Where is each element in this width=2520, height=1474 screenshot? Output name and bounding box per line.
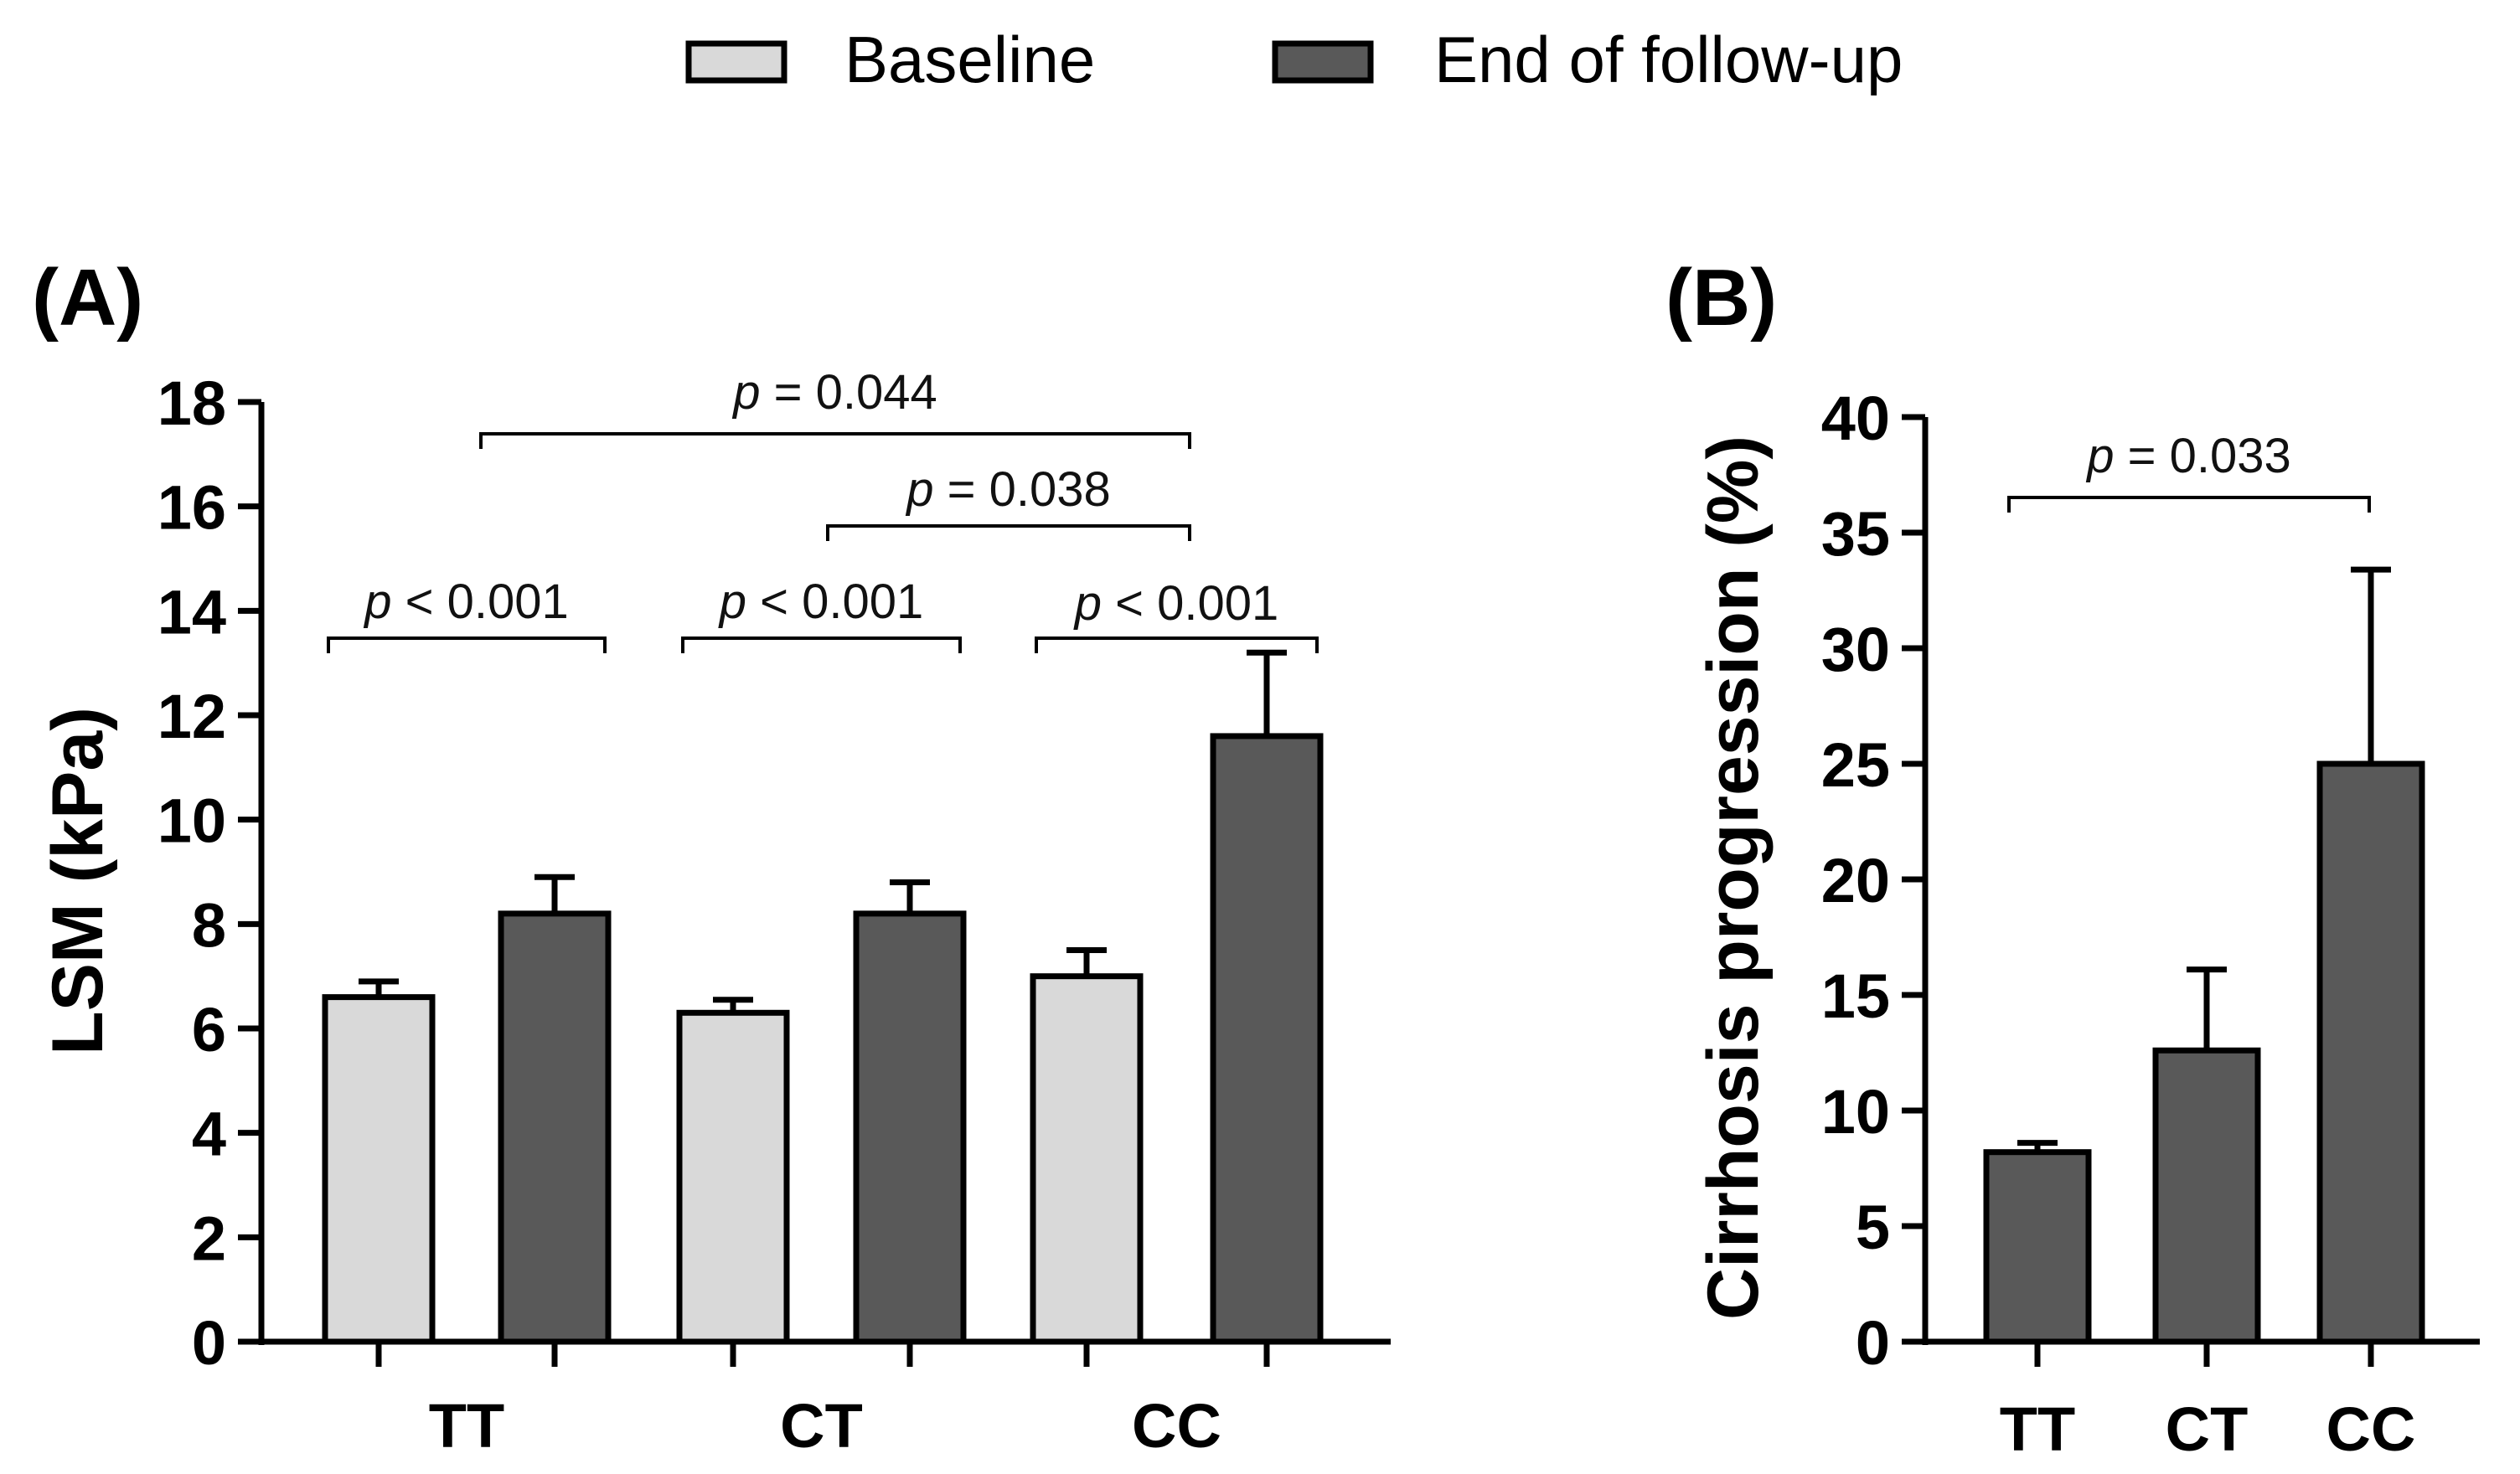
panel-b-category-label-tt: TT <box>2000 1394 2075 1464</box>
panel-a-bracket-2 <box>1035 636 1319 653</box>
panel-b-y-tick-label: 25 <box>1821 730 1890 800</box>
panel-b-y-axis-label: Cirrhosis progression (%) <box>1693 436 1774 1320</box>
panel-b-y-tick-label: 40 <box>1821 384 1890 453</box>
panel-a-category-label-ct: CT <box>780 1391 863 1461</box>
panel-b-y-tick-label: 0 <box>1856 1308 1890 1378</box>
panel-a-y-tick-label: 16 <box>158 473 226 543</box>
legend-label-baseline: Baseline <box>844 23 1095 96</box>
panel-a-y-tick-label: 2 <box>192 1203 226 1273</box>
panel-a-y-axis-label: LSM (kPa) <box>38 707 118 1055</box>
legend: Baseline End of follow-up <box>685 23 1903 96</box>
panel-b-label: (B) <box>1665 253 1777 343</box>
panel-b-bar-cc <box>2316 760 2425 1345</box>
panel-a-pvalue-1: p < 0.001 <box>718 575 924 629</box>
panel-a-label: (A) <box>32 253 143 343</box>
panel-a-y-tick-label: 10 <box>158 786 226 856</box>
panel-b-bar-tt <box>1983 1149 2092 1345</box>
legend-label-end: End of follow-up <box>1434 23 1903 96</box>
panel-a-y-tick-label: 12 <box>158 682 226 751</box>
panel-a-bar-tt-end <box>498 910 612 1345</box>
panel-b-y-tick-label: 20 <box>1821 846 1890 915</box>
panel-b-pvalue-0: p = 0.033 <box>2085 429 2291 483</box>
panel-b-chart: 0 5 10 15 20 25 30 35 40 TT CT CC p = 0.033 <box>1821 384 2480 1464</box>
panel-b-y-tick-label: 30 <box>1821 615 1890 684</box>
panel-b-bar-ct <box>2152 1047 2261 1345</box>
panel-a-y-tick-label: 8 <box>192 890 226 960</box>
panel-a-category-label-tt: TT <box>429 1391 504 1461</box>
panel-a-bracket-1 <box>681 636 962 653</box>
panel-b-category-label-ct: CT <box>2166 1394 2249 1464</box>
panel-a-bar-cc-baseline <box>1030 973 1144 1345</box>
panel-a-y-tick-label: 6 <box>192 995 226 1064</box>
panel-a-bar-cc-end <box>1210 733 1324 1345</box>
panel-a-y-tick-label: 4 <box>192 1100 226 1169</box>
panel-a-bar-ct-end <box>853 910 967 1345</box>
panel-b-y-tick-label: 5 <box>1856 1193 1890 1262</box>
panel-a-bracket-4 <box>479 432 1191 449</box>
panel-a-category-label-cc: CC <box>1132 1391 1221 1461</box>
panel-a-pvalue-3: p = 0.038 <box>905 462 1111 517</box>
panel-a-bracket-3 <box>826 524 1191 541</box>
panel-a-bracket-0 <box>327 636 607 653</box>
panel-b-bracket-0 <box>2007 496 2371 513</box>
panel-b-y-tick-label: 15 <box>1821 961 1890 1031</box>
panel-b-y-tick-label: 10 <box>1821 1077 1890 1147</box>
panel-a-y-tick-label: 0 <box>192 1308 226 1378</box>
panel-a-y-tick-label: 18 <box>158 368 226 438</box>
panel-a-pvalue-0: p < 0.001 <box>363 575 569 629</box>
panel-a-pvalue-2: p < 0.001 <box>1073 576 1279 631</box>
legend-swatch-end <box>1272 40 1374 84</box>
panel-a-chart: 0 2 4 6 8 10 12 14 16 18 TT CT CC p < 0.001 p < 0.001 p… <box>158 365 1391 1461</box>
panel-b-category-label-cc: CC <box>2326 1394 2416 1464</box>
legend-swatch-baseline <box>685 40 788 84</box>
panel-a-y-tick-label: 14 <box>158 577 226 647</box>
panel-a-pvalue-4: p = 0.044 <box>731 365 937 420</box>
panel-b-y-tick-label: 35 <box>1821 499 1890 569</box>
panel-a-bar-ct-baseline <box>676 1009 790 1345</box>
panel-a-bar-tt-baseline <box>322 994 436 1345</box>
